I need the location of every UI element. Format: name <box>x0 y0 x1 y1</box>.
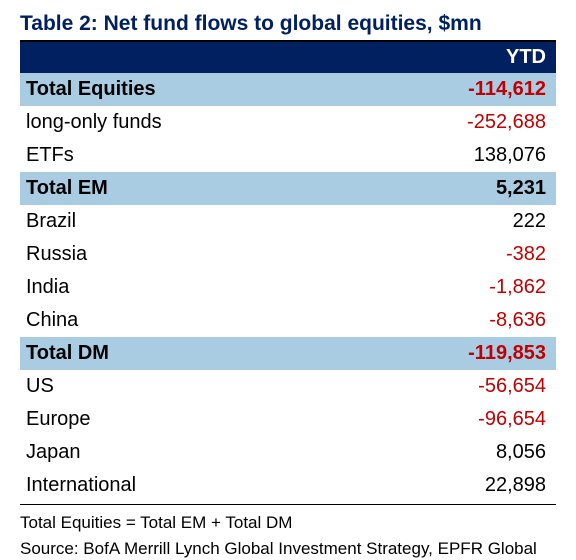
data-row: ETFs138,076 <box>20 139 556 172</box>
header-label <box>20 42 342 73</box>
row-label: International <box>20 469 342 502</box>
row-value: -119,853 <box>342 337 556 370</box>
row-value: -56,654 <box>342 370 556 403</box>
row-label: Total EM <box>20 172 342 205</box>
row-value: 138,076 <box>342 139 556 172</box>
table-header-row: YTD <box>20 42 556 73</box>
row-label: China <box>20 304 342 337</box>
row-label: US <box>20 370 342 403</box>
row-value: 222 <box>342 205 556 238</box>
row-value: -382 <box>342 238 556 271</box>
section-row: Total Equities-114,612 <box>20 73 556 106</box>
footnote-line: Source: BofA Merrill Lynch Global Invest… <box>20 539 556 559</box>
data-row: Russia-382 <box>20 238 556 271</box>
footnote-line: Total Equities = Total EM + Total DM <box>20 513 556 533</box>
data-row: International22,898 <box>20 469 556 502</box>
row-value: -252,688 <box>342 106 556 139</box>
row-label: Total DM <box>20 337 342 370</box>
row-label: long-only funds <box>20 106 342 139</box>
row-value: -8,636 <box>342 304 556 337</box>
row-value: -114,612 <box>342 73 556 106</box>
section-row: Total EM5,231 <box>20 172 556 205</box>
section-row: Total DM-119,853 <box>20 337 556 370</box>
row-value: 8,056 <box>342 436 556 469</box>
fund-flows-table: YTD Total Equities-114,612long-only fund… <box>20 42 556 502</box>
table-container: Table 2: Net fund flows to global equiti… <box>0 0 576 560</box>
row-value: 22,898 <box>342 469 556 502</box>
row-label: Total Equities <box>20 73 342 106</box>
table-title: Table 2: Net fund flows to global equiti… <box>20 12 556 42</box>
row-value: 5,231 <box>342 172 556 205</box>
data-row: long-only funds-252,688 <box>20 106 556 139</box>
row-label: Europe <box>20 403 342 436</box>
row-label: ETFs <box>20 139 342 172</box>
row-label: Japan <box>20 436 342 469</box>
row-value: -1,862 <box>342 271 556 304</box>
row-label: Russia <box>20 238 342 271</box>
data-row: Europe-96,654 <box>20 403 556 436</box>
header-value: YTD <box>342 42 556 73</box>
data-row: US-56,654 <box>20 370 556 403</box>
data-row: China-8,636 <box>20 304 556 337</box>
row-label: India <box>20 271 342 304</box>
data-row: India-1,862 <box>20 271 556 304</box>
footnotes: Total Equities = Total EM + Total DM Sou… <box>20 504 556 559</box>
data-row: Japan8,056 <box>20 436 556 469</box>
row-value: -96,654 <box>342 403 556 436</box>
row-label: Brazil <box>20 205 342 238</box>
data-row: Brazil222 <box>20 205 556 238</box>
